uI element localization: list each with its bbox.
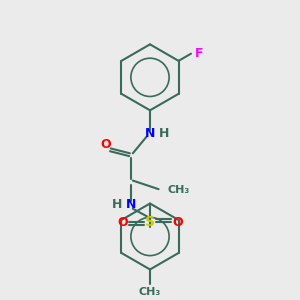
Text: S: S — [145, 215, 155, 229]
Text: N: N — [145, 127, 155, 140]
Text: O: O — [100, 138, 111, 151]
Text: H: H — [159, 127, 169, 140]
Text: CH₃: CH₃ — [168, 185, 190, 195]
Text: O: O — [172, 216, 183, 229]
Text: F: F — [194, 47, 203, 60]
Text: O: O — [117, 216, 128, 229]
Text: CH₃: CH₃ — [139, 287, 161, 297]
Text: H: H — [112, 198, 122, 212]
Text: N: N — [126, 198, 136, 212]
